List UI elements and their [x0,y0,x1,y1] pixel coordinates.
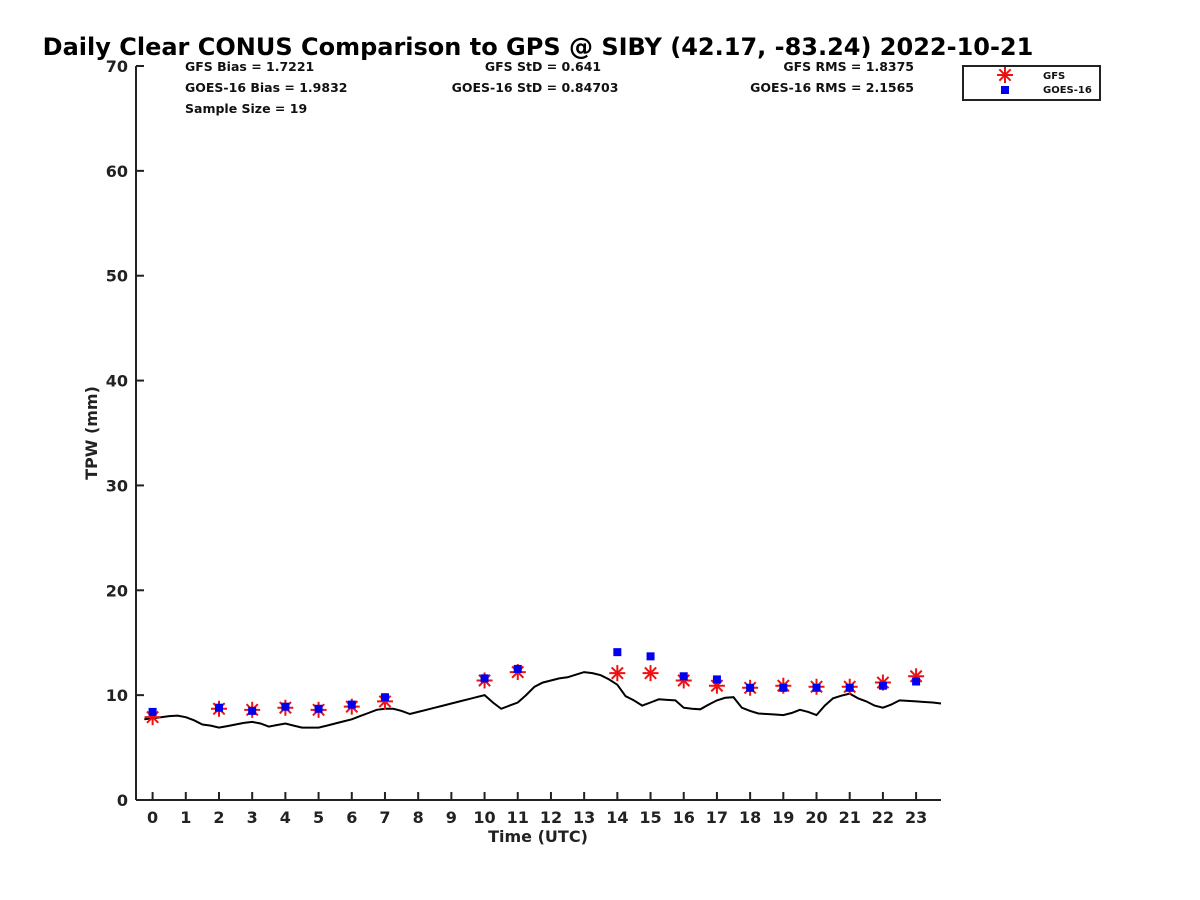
x-axis-label: Time (UTC) [488,827,588,846]
x-tick-label: 21 [839,808,861,827]
x-ticks: 0 1 2 3 4 5 6 7 8 9 10 11 12 13 14 15 16 17 18 19 20 21 22 23 [147,792,927,827]
goes-16-point [480,674,489,683]
x-tick-label: 0 [147,808,158,827]
x-tick-label: 10 [473,808,495,827]
legend-goes-16-marker [1001,86,1009,94]
sample-size-stat: Sample Size = 19 [185,101,307,116]
gfs-std-stat: GFS StD = 0.641 [485,59,601,74]
gfs-bias-stat: GFS Bias = 1.7221 [185,59,314,74]
x-tick-label: 13 [573,808,595,827]
goes-16-point [746,683,755,692]
legend-gfs-asterisk [997,67,1013,83]
goes-16-point [148,707,157,716]
x-tick-label: 12 [540,808,562,827]
goes-16-point [248,706,257,715]
x-tick-label: 18 [739,808,761,827]
x-tick-label: 6 [346,808,357,827]
legend-gfs-label: GFS [1043,71,1065,82]
x-tick-label: 23 [905,808,927,827]
legend-goes-16-square [1001,86,1009,94]
goes-16-point [646,652,655,661]
x-tick-label: 5 [313,808,324,827]
legend-box [962,65,1101,101]
goes-16-point [845,683,854,692]
goes-16-point [513,664,522,673]
x-tick-label: 3 [247,808,258,827]
gfs-point [642,665,659,682]
goes-16-point [347,700,356,709]
x-tick-label: 14 [606,808,628,827]
goes-16-point [779,683,788,692]
gfs-rms-stat: GFS RMS = 1.8375 [783,59,914,74]
goes-16-point [679,672,688,681]
axes [135,66,941,801]
y-tick-label: 20 [106,581,128,600]
x-tick-label: 2 [213,808,224,827]
y-axis-label: TPW (mm) [82,386,101,480]
x-tick-label: 8 [413,808,424,827]
goes-16-point [380,693,389,702]
x-tick-label: 11 [507,808,529,827]
x-tick-label: 19 [772,808,794,827]
goes-16-point [812,683,821,692]
x-tick-label: 22 [872,808,894,827]
x-tick-label: 16 [673,808,695,827]
x-tick-label: 4 [280,808,291,827]
goes-16-point [314,704,323,713]
goes-16-point [613,648,622,657]
legend: GFS GOES-16 [962,65,1101,101]
y-tick-label: 30 [106,476,128,495]
y-ticks: 0 10 20 30 40 50 60 70 [106,57,144,810]
y-tick-label: 10 [106,686,128,705]
gfs-point [609,665,626,682]
asterisk-stroke [644,666,657,680]
goes-16-point [214,703,223,712]
asterisk-stroke [610,666,624,680]
goes-16-point [281,702,290,711]
y-tick-label: 40 [106,372,128,391]
x-tick-label: 20 [805,808,827,827]
goes-std-stat: GOES-16 StD = 0.84703 [452,80,619,95]
x-tick-label: 9 [446,808,457,827]
legend-gfs-marker [997,67,1013,83]
chart-title: Daily Clear CONUS Comparison to GPS @ SI… [43,33,1034,61]
y-tick-label: 70 [106,57,128,76]
goes-16-point [878,681,887,690]
y-tick-label: 60 [106,162,128,181]
goes-16-point [712,675,721,684]
goes-bias-stat: GOES-16 Bias = 1.9832 [185,80,347,95]
legend-goes-16-label: GOES-16 [1043,85,1092,96]
goes-rms-stat: GOES-16 RMS = 2.1565 [750,80,914,95]
x-tick-label: 1 [180,808,191,827]
y-tick-label: 50 [106,267,128,286]
x-tick-label: 17 [706,808,728,827]
x-tick-label: 7 [379,808,390,827]
x-tick-label: 15 [639,808,661,827]
goes-16-series [148,648,921,716]
asterisk-stroke [998,68,1012,82]
goes-16-point [912,677,921,686]
gps-line-layer [144,671,942,729]
y-tick-label: 0 [117,791,128,810]
gps-series-line [144,671,942,729]
